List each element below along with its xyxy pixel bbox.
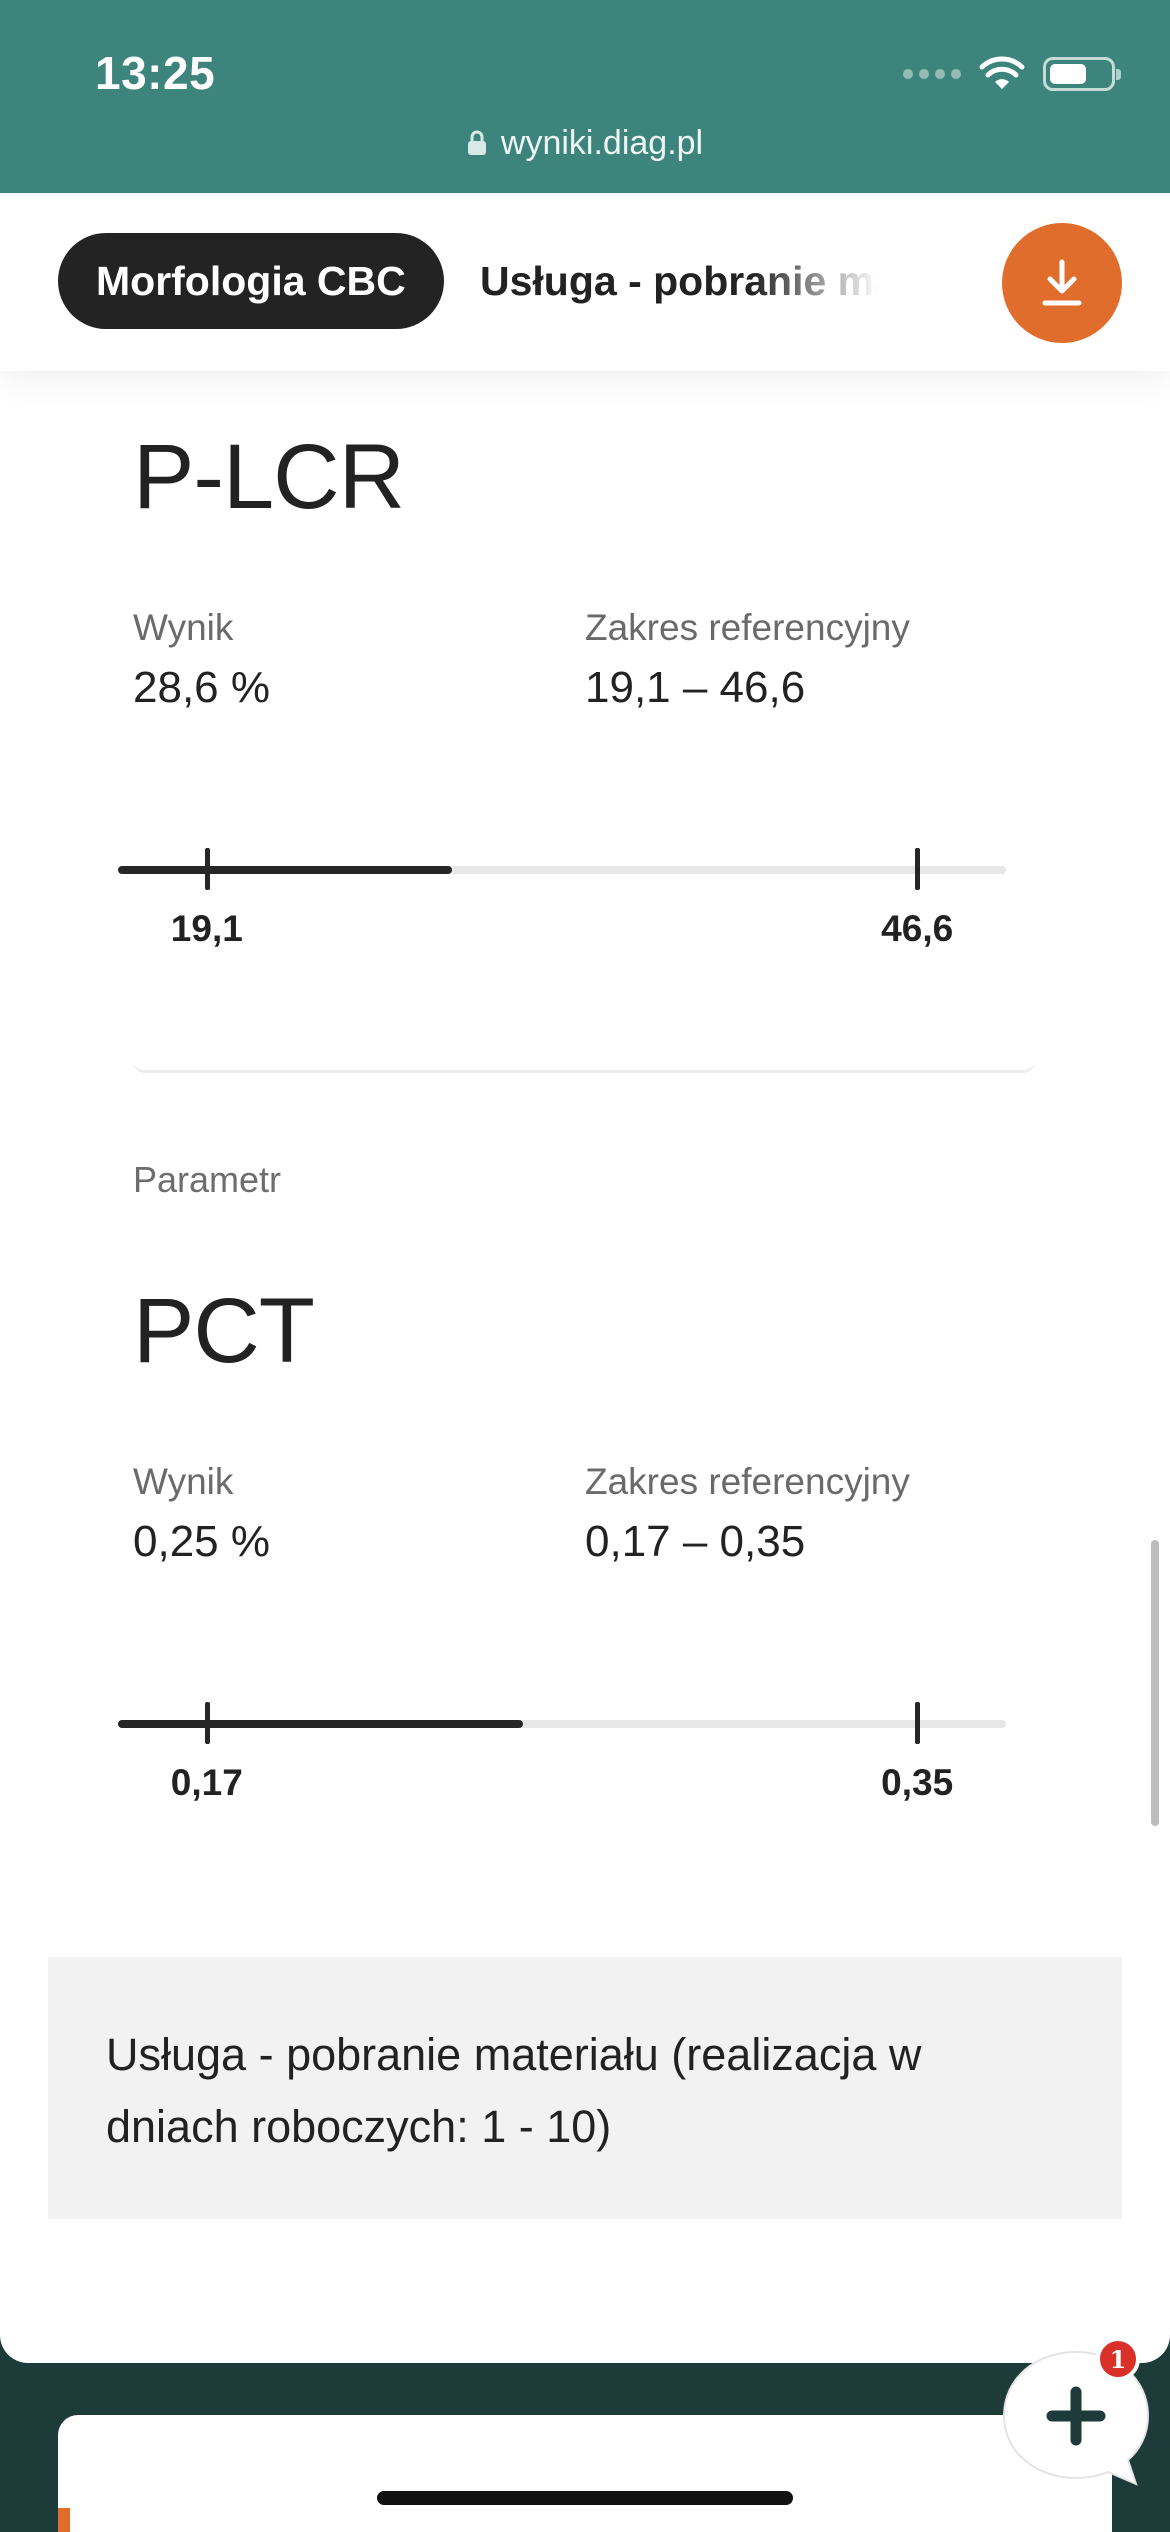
result-value: 0,25 % xyxy=(133,1517,270,1566)
range-max-tick xyxy=(915,848,921,890)
result-label: Wynik xyxy=(133,1461,234,1502)
range-max-label: 0,35 xyxy=(881,1762,954,1803)
chat-fab-button[interactable] xyxy=(996,2330,1170,2490)
range-indicator: 0,17 0,35 xyxy=(118,1702,1006,1803)
tab-usluga-pobranie[interactable]: Usługa - pobranie materiału xyxy=(480,233,880,329)
plus-icon xyxy=(1002,2350,1150,2486)
param-label: Parametr xyxy=(133,1159,282,1200)
wifi-icon xyxy=(979,56,1025,89)
address-bar[interactable]: wyniki.diag.pl xyxy=(0,124,1170,163)
service-info-box: Usługa - pobranie materiału (realizacja … xyxy=(48,1957,1122,2219)
cellular-signal-icon xyxy=(903,69,961,79)
range-min-tick xyxy=(204,1702,210,1744)
scrollbar[interactable] xyxy=(1151,1540,1159,1826)
status-time: 13:25 xyxy=(95,47,216,99)
battery-icon xyxy=(1043,57,1121,91)
result-level-bar xyxy=(118,1720,523,1728)
range-indicator: 19,1 46,6 xyxy=(118,848,1006,949)
param-name: PCT xyxy=(133,1280,315,1382)
range-min-label: 19,1 xyxy=(170,908,243,949)
status-icons xyxy=(903,54,1121,94)
section-divider xyxy=(133,1059,1035,1073)
tabs-bar: Morfologia CBC Usługa - pobranie materia… xyxy=(0,193,1170,371)
reference-range-value: 19,1 – 46,6 xyxy=(585,663,806,712)
range-max-label: 46,6 xyxy=(881,908,954,949)
tab-label: Morfologia CBC xyxy=(96,257,406,304)
result-value: 28,6 % xyxy=(133,663,270,712)
range-min-label: 0,17 xyxy=(170,1762,243,1803)
result-label: Wynik xyxy=(133,607,234,648)
range-max-tick xyxy=(915,1702,921,1744)
browser-header: 13:25 wyniki.diag.pl xyxy=(0,0,1170,193)
accent-mark xyxy=(58,2508,70,2532)
download-icon xyxy=(1042,259,1082,306)
reference-range-label: Zakres referencyjny xyxy=(585,607,910,648)
notification-badge: 1 xyxy=(1096,2337,1140,2381)
range-min-tick xyxy=(204,848,210,890)
tab-morfologia-cbc[interactable]: Morfologia CBC xyxy=(58,233,444,329)
tab-label: Usługa - pobranie materiału xyxy=(480,257,880,304)
result-level-bar xyxy=(118,866,453,874)
reference-range-value: 0,17 – 0,35 xyxy=(585,1517,806,1566)
reference-range-label: Zakres referencyjny xyxy=(585,1461,910,1502)
param-name: P-LCR xyxy=(133,426,405,528)
download-button[interactable] xyxy=(1002,223,1122,343)
url-text: wyniki.diag.pl xyxy=(500,124,704,162)
results-page: Morfologia CBC Usługa - pobranie materia… xyxy=(0,193,1170,2363)
service-description: Usługa - pobranie materiału (realizacja … xyxy=(106,2029,922,2152)
bottom-card xyxy=(58,2415,1112,2532)
home-indicator xyxy=(377,2491,793,2505)
lock-icon xyxy=(467,130,486,155)
